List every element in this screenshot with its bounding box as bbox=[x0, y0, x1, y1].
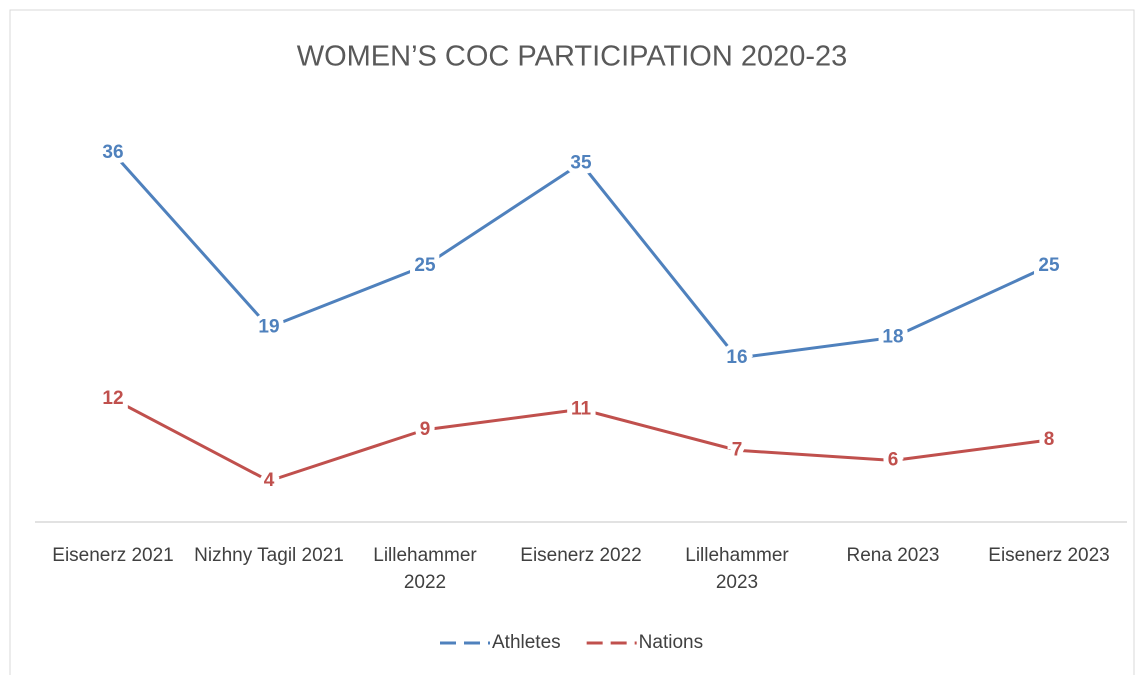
legend-label: Athletes bbox=[492, 632, 561, 653]
x-tick-label: Rena 2023 bbox=[846, 545, 940, 566]
data-label: 6 bbox=[888, 450, 899, 471]
x-tick-label: Eisenerz 2021 bbox=[52, 545, 174, 566]
x-tick-label: Eisenerz 2023 bbox=[988, 545, 1110, 566]
data-label: 11 bbox=[571, 398, 592, 419]
data-label: 7 bbox=[732, 439, 743, 460]
data-label: 19 bbox=[258, 316, 279, 337]
x-tick-label: Lillehammer 2023 bbox=[685, 545, 789, 593]
series-line bbox=[112, 397, 1050, 483]
x-tick-label: Nizhny Tagil 2021 bbox=[194, 545, 344, 566]
x-tick-label: Lillehammer 2022 bbox=[373, 545, 477, 593]
data-label: 4 bbox=[264, 470, 275, 491]
data-label: 16 bbox=[726, 347, 747, 368]
data-label: 25 bbox=[414, 255, 436, 276]
series-line bbox=[111, 151, 1050, 360]
data-label: 9 bbox=[420, 419, 431, 440]
x-tick-label: Eisenerz 2022 bbox=[520, 545, 642, 566]
legend-label: Nations bbox=[639, 632, 703, 653]
data-label: 18 bbox=[882, 327, 903, 348]
chart-frame bbox=[9, 9, 1135, 675]
chart-title: WOMEN’S COC PARTICIPATION 2020-23 bbox=[297, 41, 848, 73]
data-label: 12 bbox=[102, 388, 123, 409]
data-label: 8 bbox=[1044, 429, 1055, 450]
data-label: 35 bbox=[570, 152, 592, 173]
data-label: 36 bbox=[102, 142, 123, 163]
data-label: 25 bbox=[1038, 255, 1060, 276]
